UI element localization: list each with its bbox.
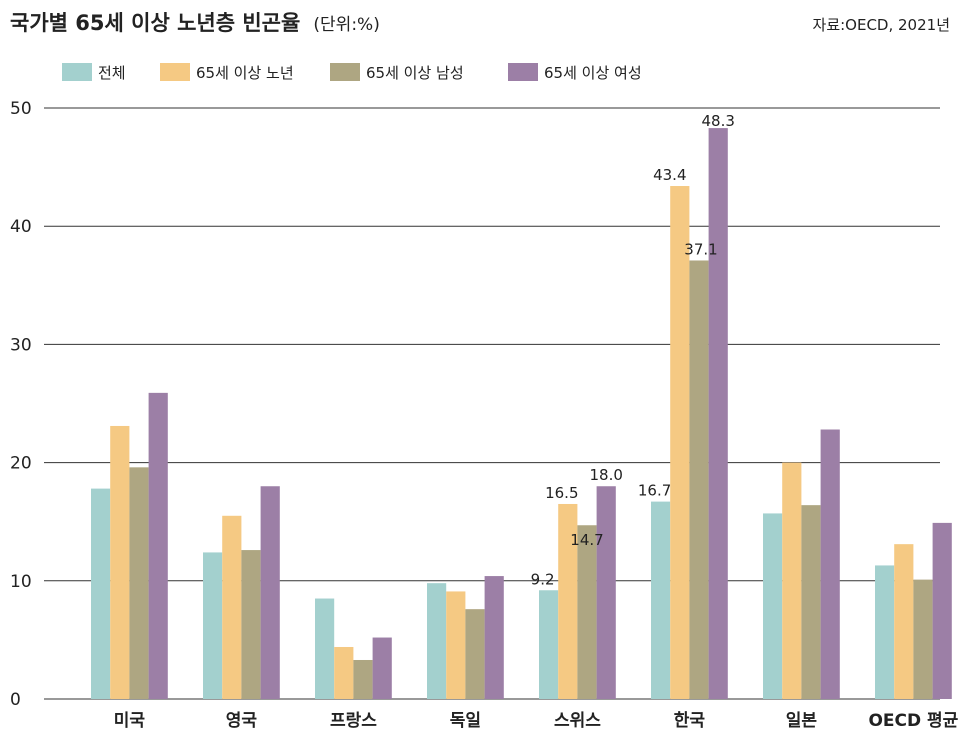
bar — [894, 544, 914, 699]
bars — [91, 128, 952, 700]
bar — [484, 576, 504, 699]
x-category-label: OECD 평균 — [868, 711, 958, 731]
bar — [148, 392, 168, 699]
bar — [782, 462, 802, 699]
x-category-label: 미국 — [114, 711, 146, 731]
legend-label: 전체 — [98, 64, 126, 82]
bar — [558, 503, 578, 699]
data-label: 14.7 — [570, 531, 603, 549]
y-tick-label: 50 — [10, 99, 32, 119]
y-tick-label: 10 — [10, 572, 32, 592]
bar — [91, 488, 111, 699]
chart-source: 자료:OECD, 2021년 — [813, 16, 950, 34]
svg-text:국가별 65세 이상 노년층 빈곤율 (단위:%): 국가별 65세 이상 노년층 빈곤율 (단위:%) — [10, 11, 380, 35]
data-label: 16.5 — [545, 484, 578, 502]
bar — [334, 646, 354, 699]
data-label: 48.3 — [701, 112, 734, 130]
bar — [820, 429, 840, 699]
bar — [539, 590, 559, 699]
data-label: 43.4 — [653, 166, 686, 184]
legend-label: 65세 이상 노년 — [196, 64, 294, 82]
bar — [129, 467, 149, 699]
x-category-label: 한국 — [674, 711, 706, 731]
y-tick-label: 40 — [10, 217, 32, 237]
data-label: 16.7 — [638, 482, 671, 500]
bar — [427, 583, 447, 699]
legend: 전체 65세 이상 노년 65세 이상 남성 65세 이상 여성 — [62, 63, 642, 82]
y-tick-label: 20 — [10, 454, 32, 474]
x-axis: 미국 영국 프랑스 독일 스위스 한국 일본 OECD 평균 — [114, 711, 959, 731]
data-label: 37.1 — [684, 240, 717, 258]
y-tick-label: 0 — [10, 690, 21, 710]
bar — [763, 513, 783, 699]
bar — [932, 522, 952, 699]
bar — [222, 515, 242, 699]
legend-swatch — [160, 63, 190, 81]
bar — [372, 637, 392, 699]
bar — [315, 598, 335, 699]
bar — [203, 552, 223, 699]
bar — [465, 609, 485, 699]
legend-label: 65세 이상 남성 — [366, 64, 464, 82]
x-category-label: 일본 — [786, 711, 818, 731]
legend-label: 65세 이상 여성 — [544, 64, 642, 82]
bar — [353, 659, 373, 699]
legend-swatch — [330, 63, 360, 81]
bar — [651, 501, 671, 699]
bar — [577, 525, 597, 699]
bar — [913, 579, 933, 699]
bar — [260, 486, 280, 699]
x-category-label: 영국 — [226, 711, 258, 731]
x-category-label: 프랑스 — [330, 711, 377, 731]
bar — [446, 591, 466, 699]
chart-title: 국가별 65세 이상 노년층 빈곤율 — [10, 11, 300, 35]
bar — [708, 128, 728, 699]
bar — [110, 425, 130, 699]
bar — [875, 565, 895, 699]
y-tick-label: 30 — [10, 335, 32, 355]
bar — [689, 260, 709, 699]
data-label: 18.0 — [589, 466, 622, 484]
legend-swatch — [62, 63, 92, 81]
x-category-label: 스위스 — [554, 711, 601, 731]
data-labels: 9.2 16.5 14.7 18.0 16.7 43.4 37.1 48.3 — [531, 112, 735, 588]
y-axis: 0 10 20 30 40 50 — [10, 99, 32, 710]
bar — [596, 486, 616, 699]
chart-unit: (단위:%) — [313, 15, 379, 35]
bar — [801, 505, 821, 699]
legend-swatch — [508, 63, 538, 81]
x-category-label: 독일 — [450, 711, 481, 731]
bar — [670, 186, 690, 700]
bar — [241, 550, 261, 699]
data-label: 9.2 — [531, 570, 555, 588]
